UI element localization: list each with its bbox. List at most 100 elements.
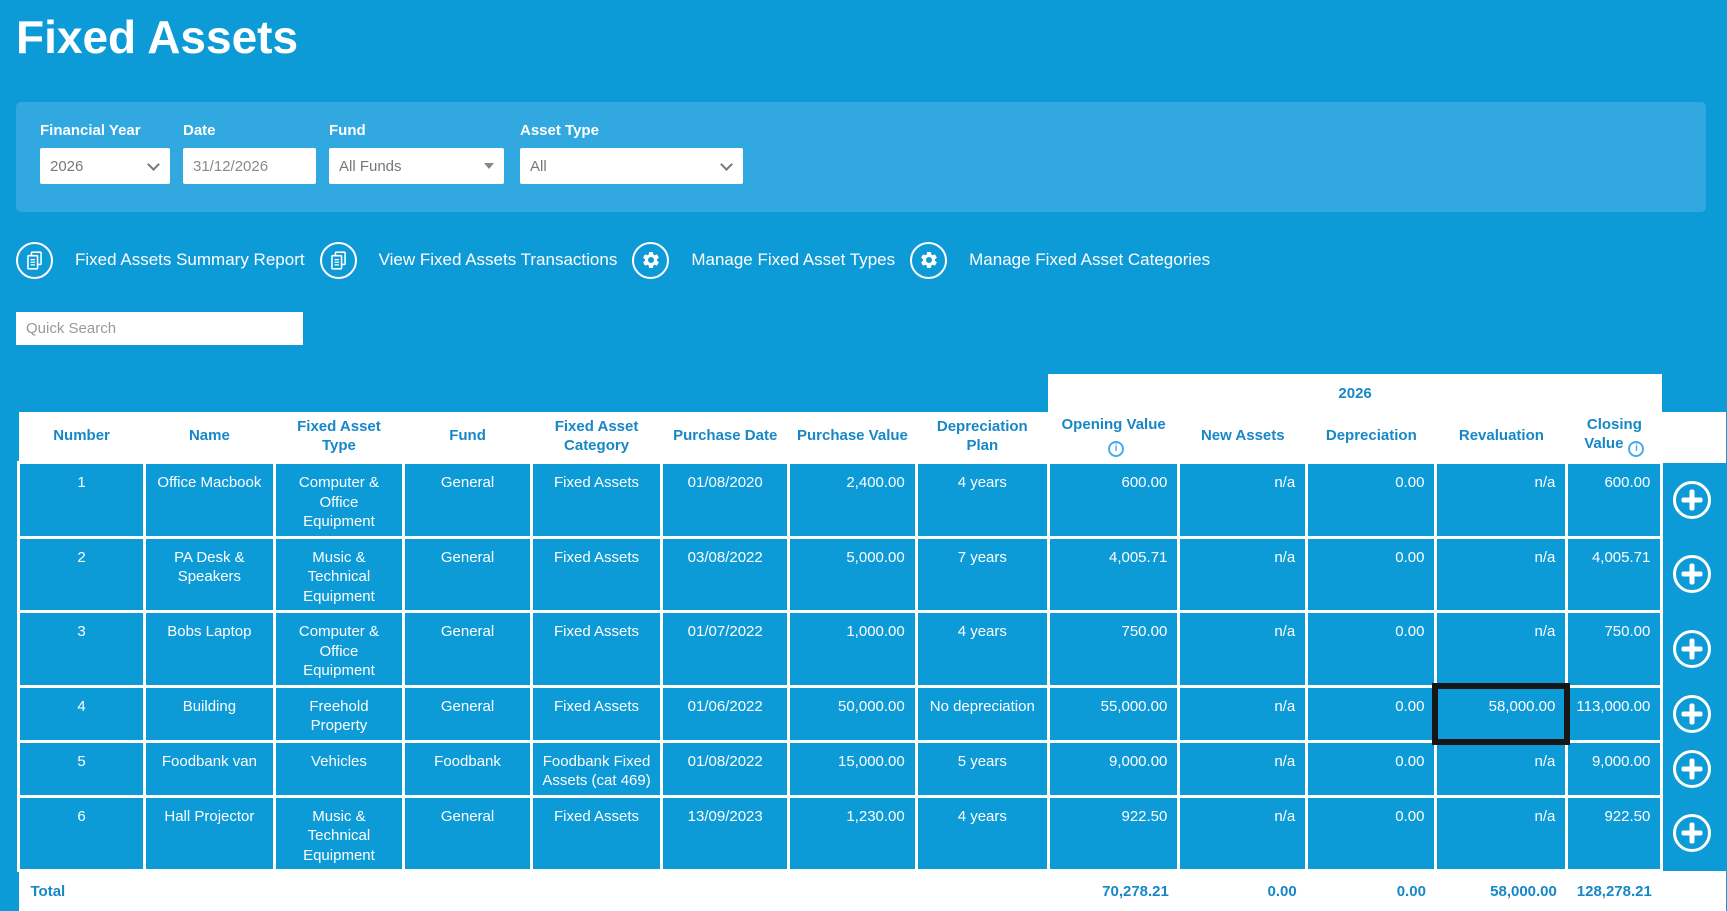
filter-date: Date (183, 122, 316, 184)
cell-depreciation_plan: 7 years (914, 535, 1050, 613)
cell-new_assets: n/a (1177, 461, 1309, 539)
total-revaluation: 58,000.00 (1435, 870, 1567, 911)
cell-depreciation: 0.00 (1305, 535, 1438, 613)
column-header-fund: Fund (403, 412, 532, 463)
filter-asset-type: Asset Type All (520, 122, 743, 184)
date-label: Date (183, 122, 216, 139)
cell-depreciation_plan: 5 years (914, 739, 1050, 798)
total-label: Total (18, 870, 1049, 911)
total-depreciation: 0.00 (1306, 870, 1436, 911)
cell-name: Bobs Laptop (143, 610, 276, 688)
cell-closing_value: 113,000.00 (1565, 684, 1664, 743)
add-asset-transaction-button[interactable] (1673, 629, 1712, 668)
fixed-assets-table-wrap: 2026 Number Name Fixed Asset Type Fund Fixed … (16, 374, 1727, 911)
highlighted-cell-revaluation: 58,000.00 (1433, 684, 1572, 746)
cell-opening_value: 4,005.71 (1046, 535, 1181, 613)
cell-opening_value: 9,000.00 (1046, 739, 1181, 798)
row-action-cell (1662, 796, 1726, 871)
cell-type: Computer & Office Equipment (272, 610, 406, 688)
year-group-spacer (1662, 374, 1726, 412)
cell-name: Foodbank van (143, 739, 276, 798)
gear-icon-circle (632, 241, 670, 279)
cell-purchase_date: 01/08/2022 (660, 739, 791, 798)
add-asset-transaction-button[interactable] (1673, 814, 1712, 853)
cell-fund: Foodbank (402, 739, 533, 798)
cell-purchase_value: 2,400.00 (787, 461, 918, 539)
cell-number: 2 (16, 535, 147, 613)
quick-search-input[interactable] (16, 312, 303, 345)
cell-closing_value: 600.00 (1565, 461, 1664, 539)
info-icon[interactable]: i (1108, 441, 1125, 457)
cell-category: Fixed Assets (529, 610, 664, 688)
cell-number: 1 (16, 461, 147, 539)
column-header-closing_value: Closing Value i (1566, 412, 1662, 463)
cell-opening_value: 600.00 (1046, 461, 1181, 539)
financial-year-select[interactable]: 2026 (40, 148, 170, 184)
cell-number: 5 (16, 739, 147, 798)
table-row: 4 Building Freehold Property General Fixed A… (16, 684, 1726, 746)
cell-new_assets: n/a (1177, 739, 1309, 798)
action-manage-fixed-asset-categories[interactable]: Manage Fixed Asset Categories (910, 241, 1211, 279)
table-row: 5 Foodbank van Vehicles Foodbank Foodbank Fi… (16, 739, 1726, 798)
cell-depreciation_plan: 4 years (914, 794, 1050, 872)
year-group-row: 2026 (19, 374, 1726, 412)
fund-select[interactable]: All Funds (329, 148, 504, 184)
asset-type-value: All (530, 157, 547, 175)
column-header-depreciation_plan: Depreciation Plan (916, 412, 1049, 463)
chevron-down-icon (147, 157, 160, 171)
total-closing_value: 128,278.21 (1566, 870, 1662, 911)
cell-type: Music & Technical Equipment (272, 794, 406, 872)
action-manage-fixed-asset-types[interactable]: Manage Fixed Asset Types (632, 241, 896, 279)
gear-icon (920, 251, 937, 268)
gear-icon (643, 251, 659, 268)
table-row: 1 Office Macbook Computer & Office Equipme… (16, 461, 1726, 539)
cell-closing_value: 750.00 (1565, 610, 1664, 688)
action-label: View Fixed Assets Transactions (378, 250, 618, 269)
cell-depreciation: 0.00 (1305, 684, 1438, 743)
assets-table: 2026 Number Name Fixed Asset Type Fund Fixed … (16, 374, 1727, 911)
cell-revaluation: n/a (1434, 794, 1569, 872)
add-asset-transaction-button[interactable] (1673, 555, 1712, 594)
header-row: Number Name Fixed Asset Type Fund Fixed Asse… (18, 412, 1726, 463)
cell-purchase_value: 1,230.00 (787, 794, 918, 872)
cell-purchase_date: 03/08/2022 (660, 535, 791, 613)
action-label: Manage Fixed Asset Categories (969, 250, 1211, 269)
add-asset-transaction-button[interactable] (1673, 694, 1712, 733)
action-fixed-assets-summary-report[interactable]: Fixed Assets Summary Report (16, 241, 305, 279)
fixed-assets-page: { "page": { "title": "Fixed Assets" }, "… (0, 0, 1727, 815)
row-action-cell (1662, 463, 1726, 538)
table-row: 3 Bobs Laptop Computer & Office Equipment G… (16, 610, 1726, 688)
gear-icon-circle (910, 241, 948, 279)
row-action-cell (1662, 741, 1726, 796)
table-row: 2 PA Desk & Speakers Music & Technical Equ… (16, 535, 1726, 613)
dropdown-arrow-icon (484, 163, 494, 169)
cell-purchase_value: 50,000.00 (787, 684, 918, 743)
asset-type-select[interactable]: All (520, 148, 743, 184)
row-action-cell (1662, 612, 1726, 687)
total-row: Total 70,278.21 0.00 0.00 58,000.00 128,278.2… (18, 870, 1726, 911)
column-header-category: Fixed Asset Category (531, 412, 662, 463)
cell-purchase_value: 15,000.00 (787, 739, 918, 798)
cell-category: Foodbank Fixed Assets (cat 469) (529, 739, 664, 798)
cell-opening_value: 750.00 (1046, 610, 1181, 688)
add-asset-transaction-button[interactable] (1673, 480, 1712, 519)
cell-fund: General (402, 610, 533, 688)
cell-revaluation: n/a (1434, 535, 1569, 613)
total-opening_value: 70,278.21 (1048, 870, 1179, 911)
cell-purchase_date: 01/07/2022 (660, 610, 791, 688)
cell-type: Music & Technical Equipment (272, 535, 406, 613)
report-icon-circle (16, 241, 53, 279)
cell-type: Computer & Office Equipment (272, 461, 406, 539)
cell-fund: General (402, 535, 533, 613)
cell-purchase_value: 5,000.00 (787, 535, 918, 613)
action-view-fixed-assets-transactions[interactable]: View Fixed Assets Transactions (319, 241, 618, 279)
cell-fund: General (402, 684, 533, 743)
add-asset-transaction-button[interactable] (1673, 749, 1712, 788)
column-header-type: Fixed Asset Type (274, 412, 404, 463)
info-icon[interactable]: i (1628, 441, 1645, 457)
action-label: Fixed Assets Summary Report (75, 250, 305, 269)
action-label: Manage Fixed Asset Types (691, 250, 896, 269)
filter-panel: Financial Year 2026 Date Fund All Funds … (16, 102, 1706, 212)
cell-category: Fixed Assets (529, 794, 664, 872)
date-input[interactable] (183, 148, 316, 184)
